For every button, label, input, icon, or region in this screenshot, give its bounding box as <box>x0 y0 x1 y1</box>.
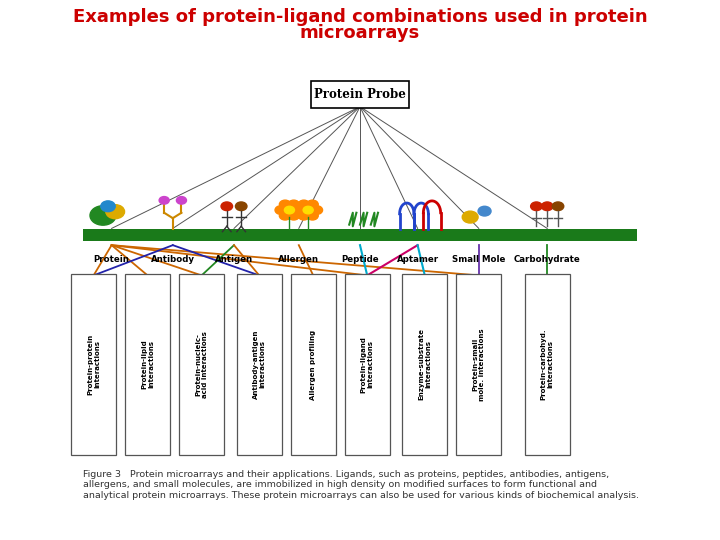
Text: Antigen: Antigen <box>215 255 253 264</box>
Text: Allergen profiling: Allergen profiling <box>310 329 316 400</box>
Circle shape <box>279 200 291 209</box>
Text: Protein-carbohyd.
interactions: Protein-carbohyd. interactions <box>541 329 554 400</box>
Circle shape <box>159 197 169 204</box>
Circle shape <box>478 206 491 216</box>
Circle shape <box>288 200 300 209</box>
FancyBboxPatch shape <box>71 274 116 455</box>
FancyBboxPatch shape <box>345 274 390 455</box>
Circle shape <box>552 202 564 211</box>
Text: Enzyme-substrate
interactions: Enzyme-substrate interactions <box>418 328 431 401</box>
Text: Protein-protein
interactions: Protein-protein interactions <box>87 334 100 395</box>
Text: Protein-small
mole. interactions: Protein-small mole. interactions <box>472 328 485 401</box>
Circle shape <box>303 206 313 214</box>
Text: microarrays: microarrays <box>300 24 420 42</box>
Circle shape <box>106 205 125 219</box>
Circle shape <box>101 201 115 212</box>
FancyBboxPatch shape <box>125 274 170 455</box>
Text: Antibody: Antibody <box>150 255 195 264</box>
Text: Protein Probe: Protein Probe <box>314 88 406 101</box>
Circle shape <box>275 206 287 214</box>
Text: Examples of protein-ligand combinations used in protein: Examples of protein-ligand combinations … <box>73 8 647 26</box>
Circle shape <box>176 197 186 204</box>
Text: Protein-ligand
interactions: Protein-ligand interactions <box>361 336 374 393</box>
Text: Protein-nucleic-
acid interactions: Protein-nucleic- acid interactions <box>195 331 208 398</box>
Circle shape <box>235 202 247 211</box>
Circle shape <box>279 211 291 220</box>
Circle shape <box>311 206 323 214</box>
Text: Allergen: Allergen <box>279 255 319 264</box>
Text: Figure 3   Protein microarrays and their applications. Ligands, such as proteins: Figure 3 Protein microarrays and their a… <box>83 470 639 500</box>
Text: Protein-lipid
Interactions: Protein-lipid Interactions <box>141 340 154 389</box>
Circle shape <box>288 211 300 220</box>
Circle shape <box>531 202 542 211</box>
Circle shape <box>284 206 294 214</box>
Text: Antibody-antigen
interactions: Antibody-antigen interactions <box>253 330 266 399</box>
FancyBboxPatch shape <box>179 274 224 455</box>
FancyBboxPatch shape <box>237 274 282 455</box>
FancyBboxPatch shape <box>402 274 447 455</box>
Circle shape <box>462 211 478 223</box>
FancyBboxPatch shape <box>83 229 637 241</box>
Circle shape <box>294 206 305 214</box>
Text: Protein: Protein <box>94 255 130 264</box>
Text: Carbohydrate: Carbohydrate <box>514 255 580 264</box>
FancyBboxPatch shape <box>311 80 409 108</box>
Circle shape <box>292 206 304 214</box>
FancyBboxPatch shape <box>291 274 336 455</box>
Circle shape <box>307 200 318 209</box>
Text: Small Mole: Small Mole <box>452 255 505 264</box>
Circle shape <box>298 211 310 220</box>
Circle shape <box>221 202 233 211</box>
Circle shape <box>298 200 310 209</box>
Text: Peptide: Peptide <box>341 255 379 264</box>
FancyBboxPatch shape <box>525 274 570 455</box>
Circle shape <box>541 202 553 211</box>
FancyBboxPatch shape <box>456 274 501 455</box>
Circle shape <box>307 211 318 220</box>
Circle shape <box>90 206 116 225</box>
Text: Aptamer: Aptamer <box>397 255 438 264</box>
